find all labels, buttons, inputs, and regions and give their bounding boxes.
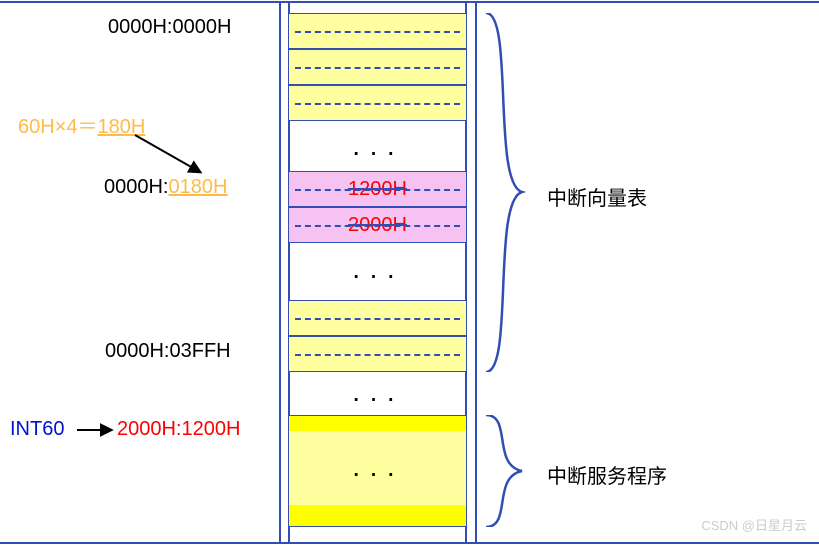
calc-prefix: 60H×4＝ (18, 116, 98, 138)
addr-03ff-label: 0000H:03FFH (105, 340, 231, 363)
int60-arrow (75, 420, 117, 440)
ellipsis-4: ··· (289, 459, 466, 487)
addr-0180-prefix: 0000H: (104, 176, 169, 198)
offset-1200-label: 1200H (344, 178, 411, 201)
int60-label: INT60 (10, 418, 64, 441)
vector-table-label: 中断向量表 (547, 182, 647, 211)
col-line-outer-left (279, 1, 281, 542)
row-0000-b (289, 49, 466, 85)
brace-vector-table (480, 13, 532, 372)
isr-mid: ··· (289, 431, 466, 505)
bottom-border (0, 542, 819, 544)
ellipsis-1: ··· (289, 138, 466, 166)
row-0000-c (289, 85, 466, 121)
segment-2000-label: 2000H (344, 214, 411, 237)
brace-isr (480, 415, 532, 527)
row-pre-03ff (289, 300, 466, 336)
calc-label: 60H×4＝180H (18, 110, 145, 139)
row-offset-1200: 1200H (289, 171, 466, 207)
top-border (0, 1, 819, 3)
isr-top (289, 415, 466, 431)
row-0000-a (289, 13, 466, 49)
col-line-outer-right (475, 1, 477, 542)
row-03ff (289, 336, 466, 372)
addr-0000-label: 0000H:0000H (108, 16, 231, 39)
target-addr-label: 2000H:1200H (117, 418, 240, 441)
ellipsis-2: ··· (289, 261, 466, 289)
row-segment-2000: 2000H (289, 207, 466, 243)
isr-bot (289, 505, 466, 527)
addr-0180-suffix: 0180H (169, 176, 228, 198)
addr-0180-label: 0000H:0180H (104, 176, 227, 199)
ellipsis-3: ··· (289, 384, 466, 412)
watermark: CSDN @日星月云 (701, 515, 807, 534)
isr-label: 中断服务程序 (547, 460, 667, 489)
calc-arrow (130, 130, 210, 178)
